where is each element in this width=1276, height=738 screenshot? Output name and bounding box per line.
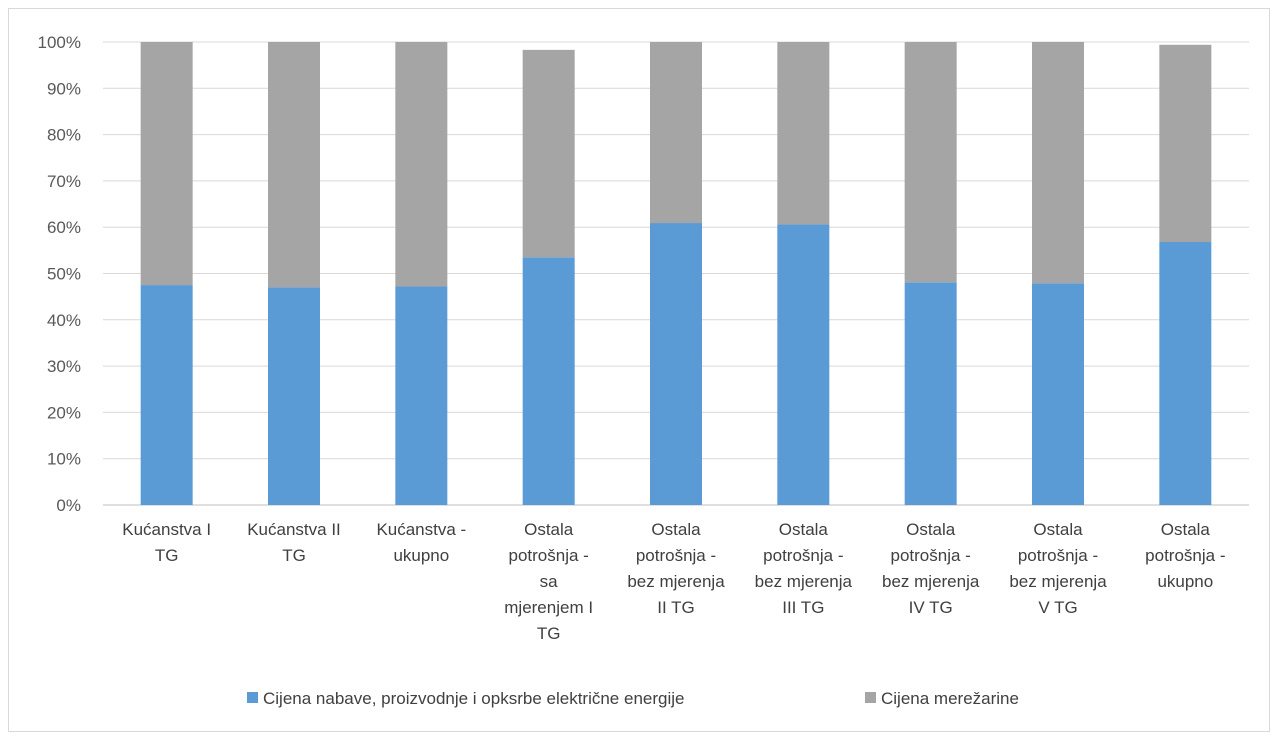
bar-segment-network-price <box>777 42 830 225</box>
bar-segment-energy-price <box>395 286 448 505</box>
x-category-label: Kućanstva -ukupno <box>376 520 466 565</box>
legend-swatch <box>865 692 876 703</box>
x-category-label: Kućanstva II TG <box>247 520 341 565</box>
x-category-label: Kućanstva I TG <box>122 520 211 565</box>
legend-swatch <box>247 692 258 703</box>
bar-segment-network-price <box>650 42 702 224</box>
y-tick-label: 40% <box>47 311 81 330</box>
y-tick-label: 0% <box>56 496 81 515</box>
x-category-label: Ostala potrošnja -bez mjerenja V TG <box>1009 520 1107 617</box>
x-axis-category-labels: Kućanstva I TG Kućanstva II TG Kućanstva -uk… <box>122 520 1225 643</box>
y-tick-label: 90% <box>47 79 81 98</box>
y-tick-label: 30% <box>47 357 81 376</box>
bar-segment-energy-price <box>1032 283 1084 505</box>
y-tick-label: 20% <box>47 403 81 422</box>
bar-segment-network-price <box>1032 42 1084 284</box>
y-tick-label: 100% <box>38 33 81 52</box>
y-axis-tick-labels: 0% 10% 20% 30% 40% 50% 60% 70% 80% 90% 100% <box>38 33 81 515</box>
x-category-label: Ostala potrošnja -bez mjerenja IV TG <box>882 520 980 617</box>
x-category-label: Ostala potrošnja -sa mjerenjem I TG <box>504 520 593 643</box>
y-tick-label: 10% <box>47 450 81 469</box>
bar-segment-network-price <box>140 42 193 286</box>
bar-segment-energy-price <box>650 223 702 505</box>
bar-segment-network-price <box>1159 44 1212 243</box>
y-tick-label: 50% <box>47 265 81 284</box>
bars <box>140 42 1212 506</box>
y-tick-label: 70% <box>47 172 81 191</box>
bar-segment-network-price <box>395 42 448 287</box>
bar-segment-network-price <box>904 42 957 283</box>
bar-segment-energy-price <box>904 282 957 505</box>
x-category-label: Ostala potrošnja -bez mjerenja II TG <box>627 520 725 617</box>
legend-label: Cijena merežarine <box>881 689 1019 708</box>
legend-label: Cijena nabave, proizvodnje i opksrbe ele… <box>263 689 684 708</box>
bar-segment-energy-price <box>268 287 320 505</box>
bar-segment-network-price <box>522 49 575 258</box>
stacked-bar-chart: 0% 10% 20% 30% 40% 50% 60% 70% 80% 90% 100% Kućans… <box>38 33 1249 708</box>
bar-segment-energy-price <box>140 285 193 505</box>
bar-segment-network-price <box>268 42 320 288</box>
x-category-label: Ostala potrošnja -ukupno <box>1145 520 1225 591</box>
x-category-label: Ostala potrošnja -bez mjerenja III TG <box>755 520 853 617</box>
chart-frame: 0% 10% 20% 30% 40% 50% 60% 70% 80% 90% 100% Kućans… <box>8 8 1270 732</box>
bar-segment-energy-price <box>522 257 575 505</box>
bar-segment-energy-price <box>1159 242 1212 506</box>
y-tick-label: 60% <box>47 218 81 237</box>
bar-segment-energy-price <box>777 224 830 505</box>
legend: Cijena nabave, proizvodnje i opksrbe ele… <box>247 689 1019 708</box>
y-tick-label: 80% <box>47 126 81 145</box>
